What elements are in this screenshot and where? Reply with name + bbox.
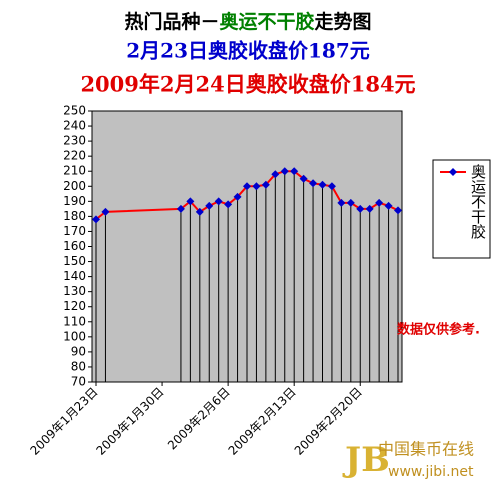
legend: [432, 159, 491, 259]
marker: [356, 204, 365, 213]
marker: [365, 204, 374, 213]
marker: [243, 182, 251, 191]
marker: [327, 182, 336, 191]
y-tick-label: 190: [63, 194, 86, 208]
y-tick-label: 230: [63, 134, 86, 148]
y-tick-label: 100: [63, 329, 86, 343]
x-tick-label: 2009年1月30日: [94, 385, 167, 458]
legend-marker: [449, 168, 457, 176]
y-tick-label: 150: [63, 254, 86, 268]
y-tick-label: 200: [63, 179, 86, 193]
y-tick-label: 250: [63, 104, 86, 118]
title-part: 热门品种－: [124, 10, 219, 33]
marker: [337, 198, 346, 207]
marker: [375, 198, 384, 207]
y-tick-label: 180: [63, 209, 86, 223]
marker: [233, 192, 242, 201]
title-part: 奥运不干胶: [219, 10, 314, 33]
subtitle: 2009年2月24日奥胶收盘价184元: [80, 72, 415, 97]
marker: [252, 182, 261, 191]
marker: [384, 201, 393, 210]
x-tick-label: 2009年2月6日: [165, 385, 233, 453]
marker: [280, 167, 289, 176]
y-tick-label: 80: [71, 359, 86, 373]
y-tick-label: 130: [63, 284, 86, 298]
y-tick-label: 240: [63, 119, 86, 133]
watermark: 中国集币在线: [378, 440, 474, 459]
logo: JB: [342, 440, 390, 480]
marker: [214, 197, 223, 206]
marker: [186, 197, 195, 206]
y-tick-label: 140: [63, 269, 86, 283]
y-tick-label: 120: [63, 299, 86, 313]
marker: [195, 207, 204, 216]
title-part: 走势图: [315, 10, 372, 33]
legend-label: 奥运不干胶: [469, 164, 487, 240]
marker: [290, 167, 299, 176]
marker: [101, 207, 110, 216]
y-tick-label: 160: [63, 239, 86, 253]
annotation: 数据仅供参考.: [397, 322, 480, 338]
marker: [176, 204, 185, 213]
marker: [309, 179, 318, 188]
y-tick-label: 220: [63, 149, 86, 163]
y-tick-label: 210: [63, 164, 86, 178]
marker: [261, 180, 270, 189]
marker: [394, 206, 402, 215]
marker: [318, 180, 327, 189]
x-tick-label: 2009年2月13日: [226, 385, 299, 458]
marker: [205, 201, 214, 210]
subtitle: 2月23日奥胶收盘价187元: [126, 39, 370, 63]
y-tick-label: 90: [71, 344, 86, 358]
y-tick-label: 170: [63, 224, 86, 238]
marker: [299, 174, 308, 183]
x-tick-label: 2009年1月23日: [27, 385, 100, 458]
marker: [224, 200, 233, 209]
y-tick-label: 70: [71, 375, 86, 389]
marker: [92, 215, 100, 224]
y-tick-label: 110: [63, 314, 86, 328]
chart-title: 热门品种－奥运不干胶走势图: [124, 10, 371, 33]
watermark-logo: JB: [342, 440, 390, 480]
watermark-url: www.jibi.net: [388, 464, 474, 480]
marker: [346, 198, 355, 207]
marker: [271, 170, 280, 179]
